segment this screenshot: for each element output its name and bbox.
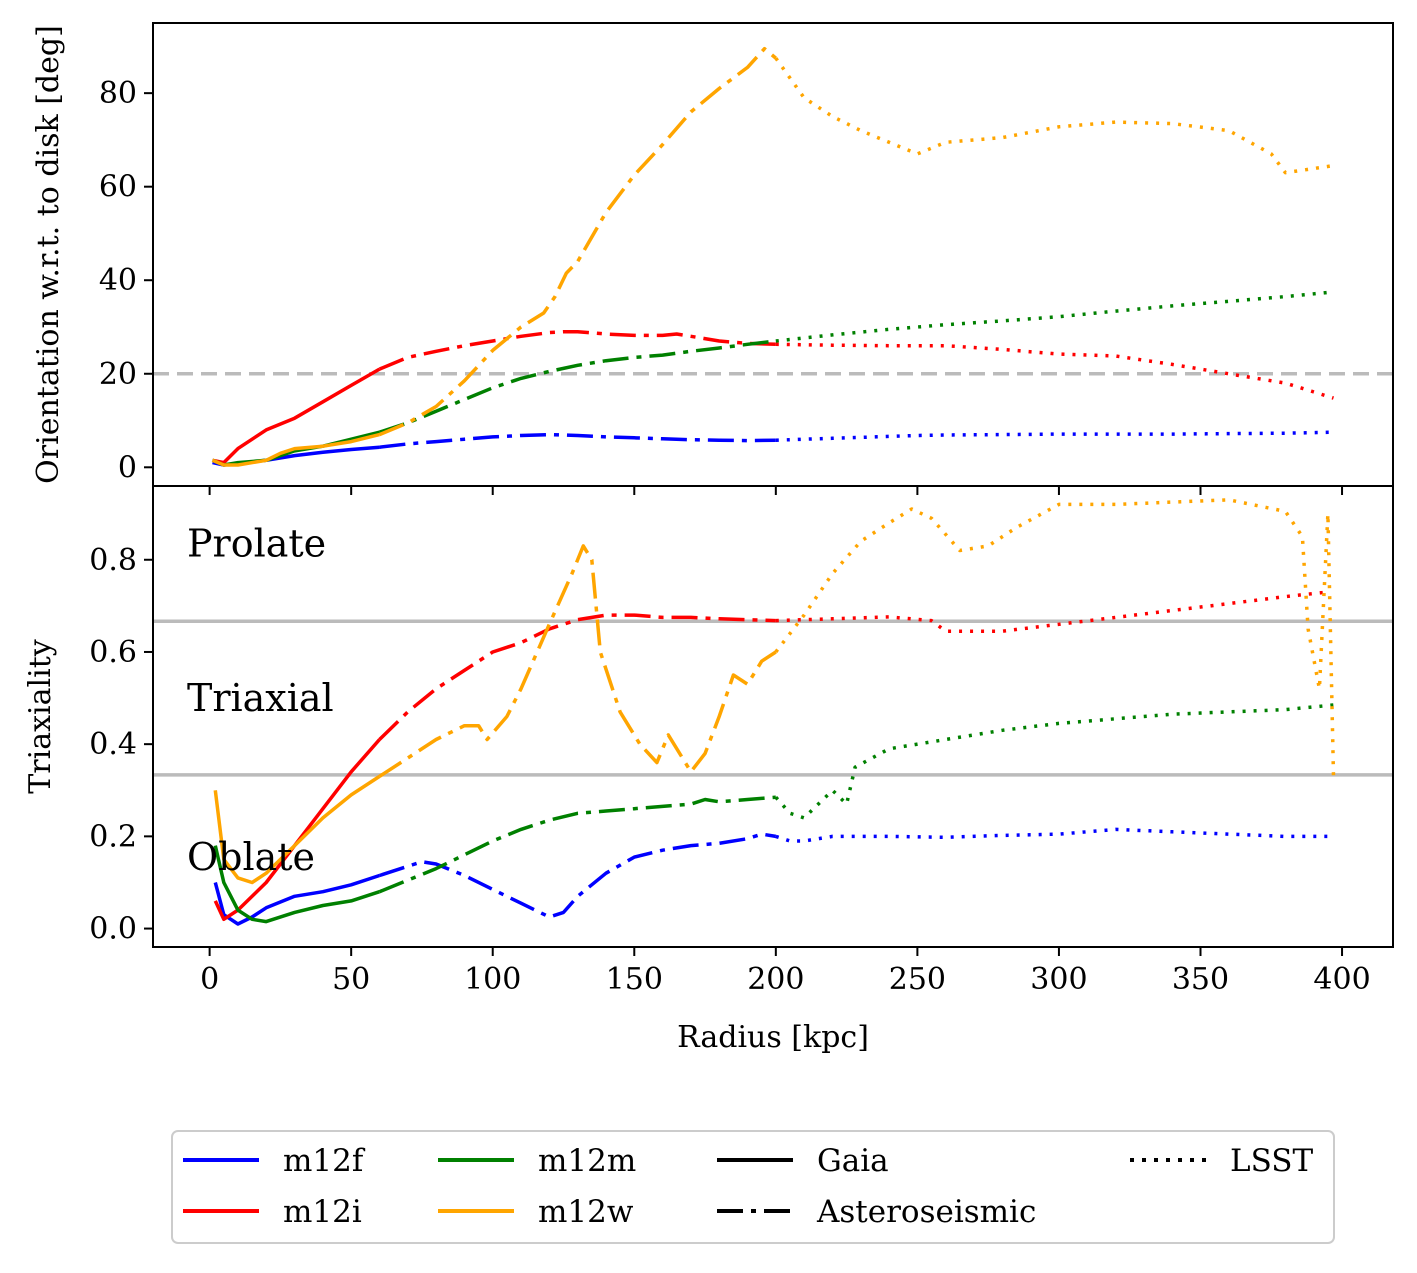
- y-tick-label: 0.6: [89, 635, 137, 670]
- x-tick-label: 150: [606, 962, 663, 997]
- series-line-m12f-lsst: [775, 827, 1334, 843]
- legend-label-lsst: LSST: [1230, 1143, 1314, 1179]
- axes-frame: [152, 22, 1394, 487]
- panel-top: 0 20 40 60 80 Orientation w.r.t. to disk [deg…: [31, 22, 1394, 495]
- legend-label-asteroseismic: Asteroseismic: [816, 1194, 1036, 1230]
- region-label-prolate: Prolate: [187, 522, 326, 566]
- series-line-m12m-lsst: [775, 290, 1334, 343]
- y-tick-label: 0.2: [89, 819, 137, 854]
- x-tick-label: 0: [200, 962, 219, 997]
- series-line-m12m-asteroseismic: [378, 795, 776, 894]
- y-tick-label: 20: [99, 357, 137, 392]
- series-line-m12i-asteroseismic: [378, 329, 776, 371]
- x-tick-label: 50: [332, 962, 370, 997]
- y-tick-label: 0.8: [89, 543, 137, 578]
- axes-frame: [152, 485, 1394, 948]
- series-line-m12m-asteroseismic: [378, 339, 777, 434]
- y-tick-label: 0.4: [89, 727, 137, 762]
- series-line-m12w-gaia: [213, 774, 381, 885]
- plot-area: [211, 46, 1335, 467]
- y-tick-label: 80: [99, 76, 137, 111]
- legend-label-m12w: m12w: [538, 1194, 634, 1230]
- region-label-oblate: Oblate: [187, 835, 315, 879]
- series-line-m12m-lsst: [774, 703, 1334, 820]
- series-line-m12i-gaia: [212, 367, 381, 465]
- y-tick-label: 40: [99, 263, 137, 298]
- x-tick-label: 300: [1030, 962, 1087, 997]
- series-line-m12w-asteroseismic: [378, 544, 777, 778]
- y-tick-label: 0.0: [89, 912, 137, 947]
- legend-label-m12m: m12m: [538, 1143, 636, 1179]
- series-line-m12f-asteroseismic: [379, 432, 776, 449]
- legend-label-m12f: m12f: [283, 1143, 366, 1179]
- legend: m12f m12i m12m m12w Gaia Asteroseismic LSST: [171, 1130, 1335, 1244]
- series-line-m12w-lsst: [774, 498, 1336, 777]
- x-tick-label: 250: [889, 962, 946, 997]
- x-tick-label: 200: [747, 962, 804, 997]
- series-line-m12f-asteroseismic: [378, 832, 777, 919]
- legend-label-m12i: m12i: [283, 1194, 362, 1230]
- series-line-m12w-lsst: [774, 57, 1334, 175]
- series-line-m12i-lsst: [775, 590, 1329, 633]
- x-tick-label: 400: [1313, 962, 1370, 997]
- y-tick-label: 60: [99, 170, 137, 205]
- x-tick-label: 100: [464, 962, 521, 997]
- y-axis-title: Triaxiality: [23, 639, 58, 793]
- series-line-m12m-gaia: [213, 845, 381, 924]
- series-line-m12i-lsst: [775, 342, 1335, 400]
- series-line-m12f-lsst: [775, 430, 1334, 442]
- region-label-triaxial: Triaxial: [187, 676, 334, 720]
- y-tick-label: 0: [118, 450, 137, 485]
- legend-label-gaia: Gaia: [817, 1143, 889, 1179]
- series-line-m12w-gaia: [211, 432, 380, 467]
- x-tick-label: 350: [1172, 962, 1229, 997]
- series-line-m12w-asteroseismic: [378, 46, 777, 437]
- plot-area: [213, 498, 1336, 926]
- x-axis-title: Radius [kpc]: [677, 1020, 869, 1055]
- series-line-m12i-gaia: [213, 738, 381, 922]
- panel-bottom: 0.0 0.2 0.4 0.6 0.8 0 50 100 150 200 250 300 350 400 T…: [23, 485, 1394, 1055]
- y-axis-title: Orientation w.r.t. to disk [deg]: [31, 25, 66, 484]
